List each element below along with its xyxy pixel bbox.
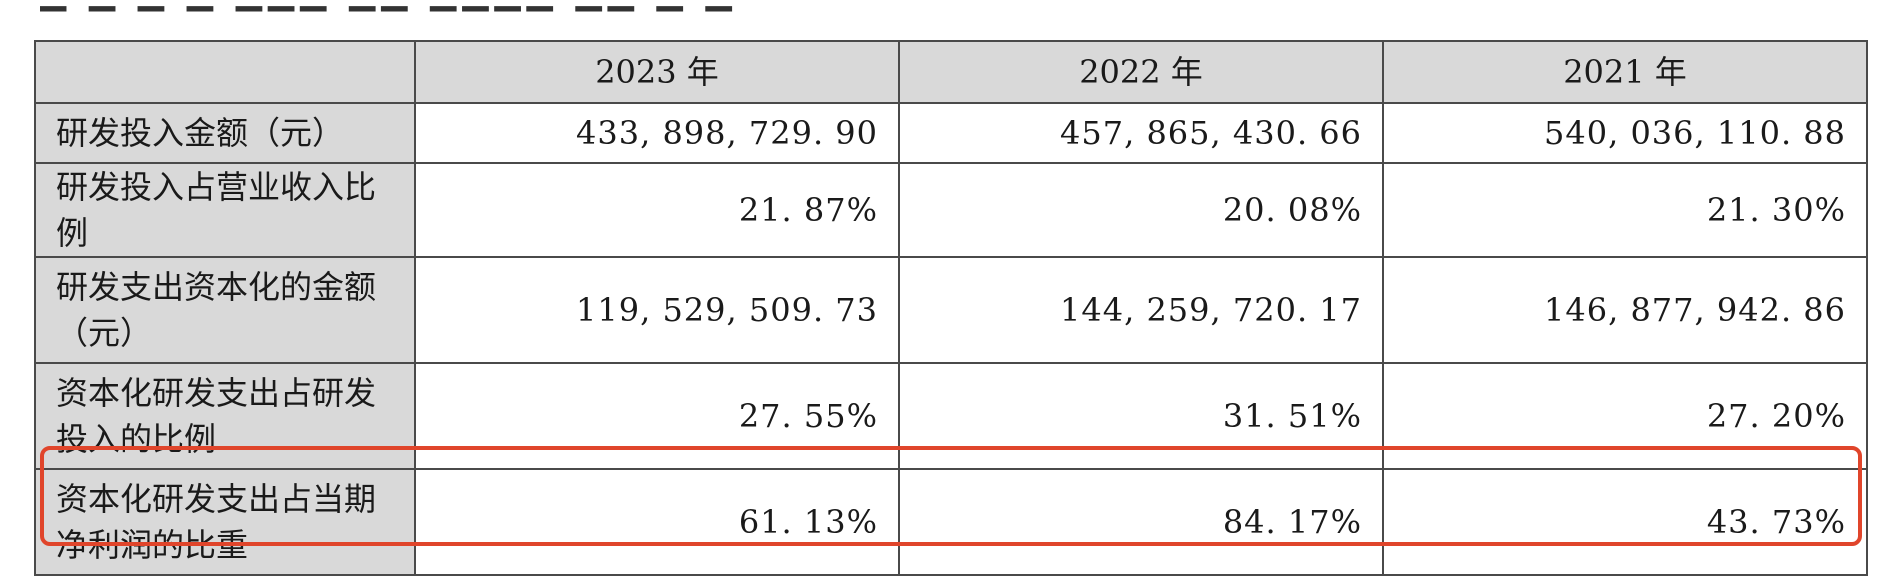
table-cell: 43. 73% <box>1382 468 1868 576</box>
table-cell: 540, 036, 110. 88 <box>1382 102 1868 164</box>
table-row: 研发投入金额（元） 433, 898, 729. 90 457, 865, 43… <box>34 102 1868 164</box>
table-cell: 119, 529, 509. 73 <box>414 256 900 364</box>
table-cell: 84. 17% <box>898 468 1384 576</box>
table-cell: 20. 08% <box>898 162 1384 258</box>
table-row: 研发投入占营业收入比例 21. 87% 20. 08% 21. 30% <box>34 162 1868 258</box>
table-row-highlighted: 资本化研发支出占当期净利润的比重 61. 13% 84. 17% 43. 73% <box>34 468 1868 576</box>
table-cell: 144, 259, 720. 17 <box>898 256 1384 364</box>
header-row: 2023 年 2022 年 2021 年 <box>34 40 1868 104</box>
table-cell: 27. 55% <box>414 362 900 470</box>
table-row: 资本化研发支出占研发投入的比例 27. 55% 31. 51% 27. 20% <box>34 362 1868 470</box>
table-cell: 433, 898, 729. 90 <box>414 102 900 164</box>
row-label-rd-investment: 研发投入金额（元） <box>34 102 416 164</box>
table-cell: 61. 13% <box>414 468 900 576</box>
table-cell: 21. 87% <box>414 162 900 258</box>
table-row: 研发支出资本化的金额（元） 119, 529, 509. 73 144, 259… <box>34 256 1868 364</box>
row-label-capitalized-amount: 研发支出资本化的金额（元） <box>34 256 416 364</box>
row-label-net-profit-share: 资本化研发支出占当期净利润的比重 <box>34 468 416 576</box>
cropped-caption-fragment: ▔ ▔ ▔ ▔ ▔▔▔ ▔▔ ▔▔▔▔ ▔▔ ▔ ▔ <box>40 7 738 34</box>
row-label-rd-revenue-ratio: 研发投入占营业收入比例 <box>34 162 416 258</box>
table-cell: 31. 51% <box>898 362 1384 470</box>
header-year-2023: 2023 年 <box>414 40 900 104</box>
header-year-2021: 2021 年 <box>1382 40 1868 104</box>
table-cell: 146, 877, 942. 86 <box>1382 256 1868 364</box>
rd-investment-table: 2023 年 2022 年 2021 年 研发投入金额（元） 433, 898,… <box>34 40 1868 576</box>
table-cell: 457, 865, 430. 66 <box>898 102 1384 164</box>
row-label-capitalized-ratio: 资本化研发支出占研发投入的比例 <box>34 362 416 470</box>
table-cell: 21. 30% <box>1382 162 1868 258</box>
header-year-2022: 2022 年 <box>898 40 1384 104</box>
header-corner <box>34 40 416 104</box>
table-cell: 27. 20% <box>1382 362 1868 470</box>
